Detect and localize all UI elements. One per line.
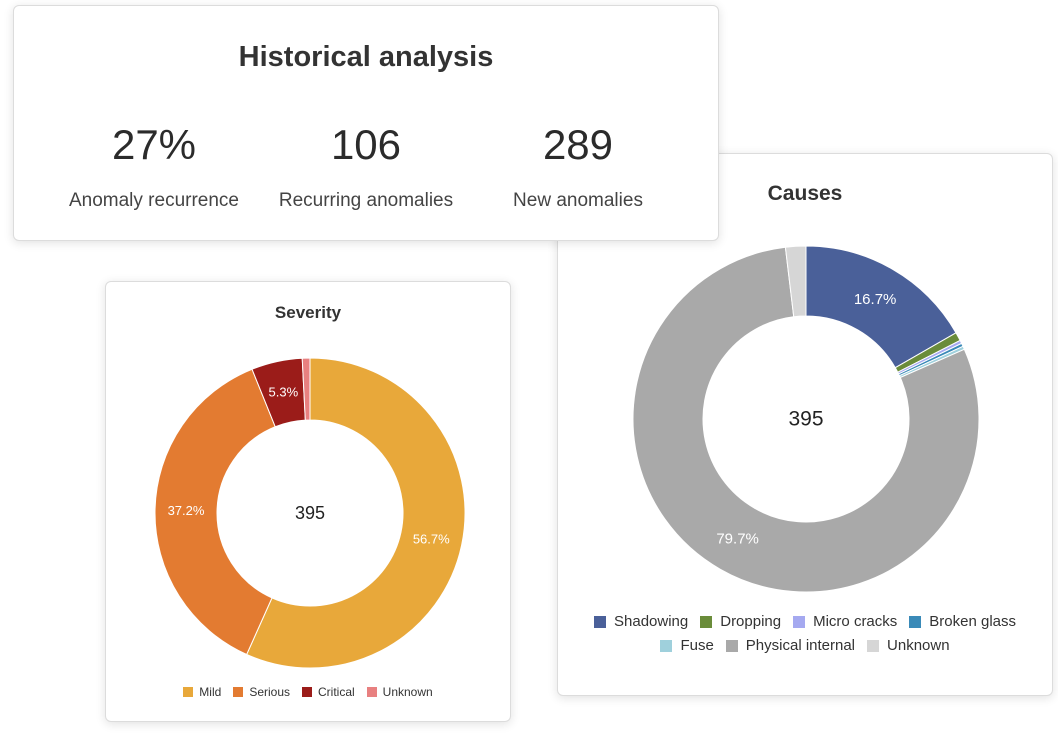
legend-label: Serious [249, 685, 290, 699]
severity-legend-item-serious[interactable]: Serious [233, 685, 290, 699]
legend-label: Critical [318, 685, 355, 699]
severity-chart-card: Severity 56.7% 37.2% 5.3% 395 Mild Serious Cr… [105, 281, 511, 722]
severity-data-label-critical: 5.3% [269, 384, 299, 399]
metric-label: Recurring anomalies [278, 190, 454, 211]
severity-chart-title: Severity [274, 303, 342, 322]
legend-label: Unknown [382, 685, 433, 699]
severity-slice-unknown[interactable] [301, 357, 311, 421]
causes-center-total: 395 [788, 408, 823, 431]
causes-data-label-shadowing: 16.7% [854, 291, 897, 308]
metric-value: 27% [111, 121, 197, 168]
causes-legend: Shadowing Dropping Micro cracks Broken glas… [558, 613, 1052, 654]
legend-label: Fuse [680, 637, 714, 654]
metric-label: New anomalies [513, 190, 643, 211]
historical-analysis-title: Historical analysis [238, 41, 494, 73]
causes-donut-chart: 16.7% 79.7% 395 [632, 245, 980, 593]
causes-legend-item-broken-glass[interactable]: Broken glass [909, 613, 1016, 630]
legend-label: Unknown [887, 637, 950, 654]
causes-legend-item-shadowing[interactable]: Shadowing [594, 613, 688, 630]
metric-anomaly-recurrence: 27% Anomaly recurrence [44, 124, 264, 212]
causes-slice-physical-internal[interactable] [632, 246, 980, 593]
causes-legend-item-micro-cracks[interactable]: Micro cracks [793, 613, 897, 630]
severity-slice-serious[interactable] [154, 368, 276, 656]
metric-label: Anomaly recurrence [68, 190, 240, 211]
legend-swatch [867, 639, 880, 652]
legend-swatch [725, 639, 738, 652]
causes-legend-item-unknown[interactable]: Unknown [867, 637, 950, 654]
legend-swatch [909, 615, 922, 628]
causes-chart-title: Causes [767, 182, 843, 205]
legend-swatch [302, 687, 312, 697]
legend-swatch [700, 615, 713, 628]
severity-legend: Mild Serious Critical Unknown [106, 685, 510, 699]
causes-legend-item-dropping[interactable]: Dropping [700, 613, 781, 630]
legend-label: Micro cracks [813, 613, 898, 630]
causes-data-label-physical-internal: 79.7% [716, 530, 759, 547]
legend-swatch [660, 639, 673, 652]
legend-label: Dropping [720, 613, 782, 630]
severity-legend-item-critical[interactable]: Critical [302, 685, 355, 699]
legend-swatch [183, 687, 194, 697]
metric-new-anomalies: 289 New anomalies [468, 124, 688, 212]
legend-label: Physical internal [745, 637, 856, 654]
legend-swatch [594, 615, 606, 628]
causes-chart-card: Causes 16.7% 79.7% 395 Shadowing Dropping Mi… [557, 153, 1053, 696]
severity-slice-mild[interactable] [245, 357, 466, 669]
metric-value: 106 [330, 121, 402, 168]
severity-legend-item-unknown[interactable]: Unknown [366, 685, 433, 699]
severity-donut-chart: 56.7% 37.2% 5.3% 395 [154, 357, 466, 669]
metric-value: 289 [542, 121, 614, 168]
causes-slice-unknown[interactable] [784, 245, 807, 318]
legend-swatch [793, 615, 806, 628]
legend-swatch [366, 687, 377, 697]
severity-legend-item-mild[interactable]: Mild [183, 685, 221, 699]
severity-data-label-serious: 37.2% [168, 503, 205, 518]
severity-data-label-mild: 56.7% [413, 531, 450, 546]
severity-center-total: 395 [295, 503, 325, 523]
legend-label: Broken glass [929, 613, 1016, 630]
legend-label: Shadowing [614, 613, 689, 630]
causes-legend-item-physical-internal[interactable]: Physical internal [725, 637, 856, 654]
legend-swatch [233, 687, 244, 697]
historical-analysis-card: Historical analysis 27% Anomaly recurren… [13, 5, 719, 241]
metric-recurring-anomalies: 106 Recurring anomalies [256, 124, 476, 212]
causes-legend-item-fuse[interactable]: Fuse [660, 637, 714, 654]
legend-label: Mild [199, 685, 222, 699]
